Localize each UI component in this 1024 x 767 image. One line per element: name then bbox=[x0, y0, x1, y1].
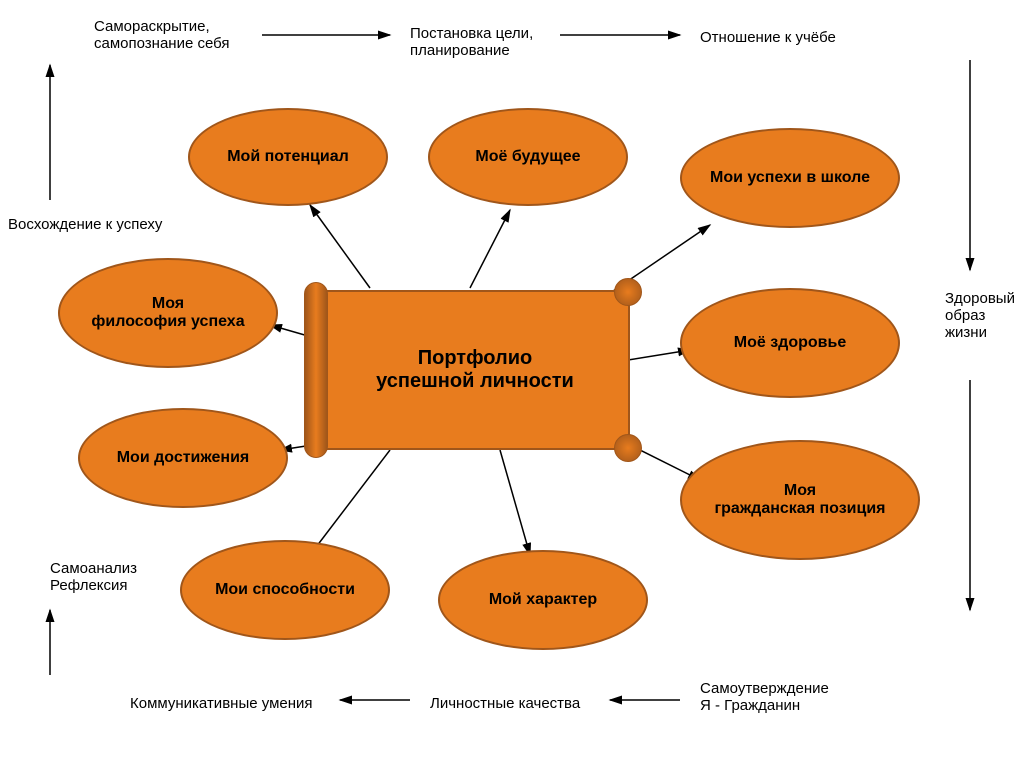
label-healthy-life: Здоровый образ жизни bbox=[945, 290, 1015, 341]
label-goal-setting: Постановка цели, планирование bbox=[410, 25, 533, 59]
label-self-affirm: Самоутверждение Я - Гражданин bbox=[700, 680, 829, 714]
label-ascent: Восхождение к успеху bbox=[8, 216, 162, 233]
label-study-attitude: Отношение к учёбе bbox=[700, 29, 836, 46]
center-scroll: Портфолио успешной личности bbox=[320, 290, 630, 450]
label-comm-skills: Коммуникативные умения bbox=[130, 695, 313, 712]
ellipse-potential: Мой потенциал bbox=[188, 108, 388, 206]
ellipse-philosophy: Моя философия успеха bbox=[58, 258, 278, 368]
ellipse-character: Мой характер bbox=[438, 550, 648, 650]
center-title: Портфолио успешной личности bbox=[376, 347, 574, 393]
ellipse-future: Моё будущее bbox=[428, 108, 628, 206]
ellipse-abilities: Мои способности bbox=[180, 540, 390, 640]
ellipse-civic: Моя гражданская позиция bbox=[680, 440, 920, 560]
label-self-disclosure: Самораскрытие, самопознание себя bbox=[94, 18, 230, 52]
ellipse-health: Моё здоровье bbox=[680, 288, 900, 398]
ellipse-achievements: Мои достижения bbox=[78, 408, 288, 508]
label-personal-quality: Личностные качества bbox=[430, 695, 580, 712]
label-self-analysis: Самоанализ Рефлексия bbox=[50, 560, 137, 594]
ellipse-school: Мои успехи в школе bbox=[680, 128, 900, 228]
